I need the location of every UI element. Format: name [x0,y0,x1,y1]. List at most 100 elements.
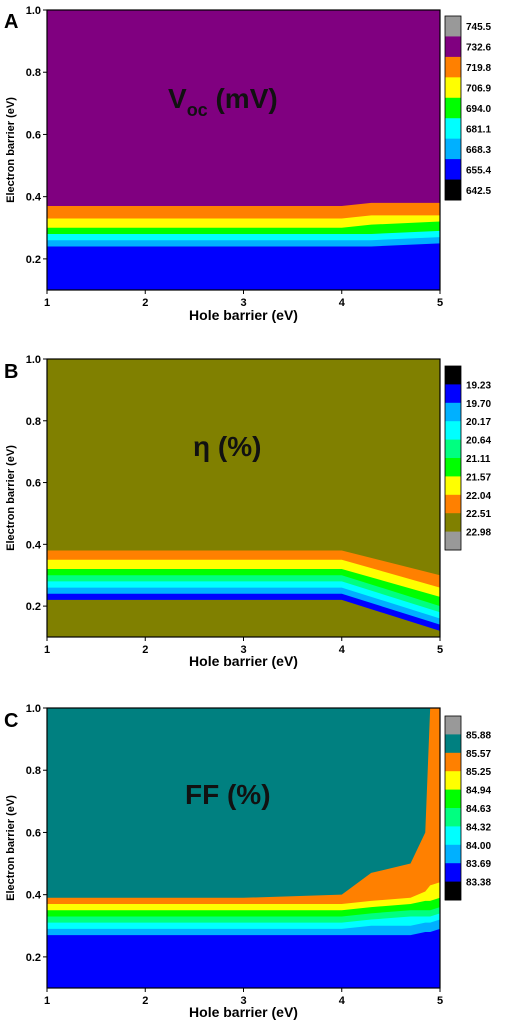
x-tick-label: 4 [339,995,346,1007]
legend-swatch [445,844,461,864]
legend-label: 22.04 [466,491,491,502]
contour-band-fill-6 [47,249,440,290]
panel-c: C 1 2 3 4 5 0.2 0.4 0.6 0.8 1.0 Hole barrier (eV) El… [4,703,491,1020]
legend-label: 84.63 [466,804,491,815]
y-tick-label: 0.2 [26,601,41,613]
legend-swatch [445,36,461,58]
legend-label: 84.00 [466,841,491,852]
legend-label: 21.11 [466,454,491,465]
plot-label-main: V [168,83,187,114]
legend-swatch [445,476,461,496]
legend-label: 85.88 [466,730,491,741]
x-tick-label: 2 [142,995,148,1007]
legend-label: 22.51 [466,509,491,520]
plot-label-main: FF (%) [185,779,271,810]
y-tick-label: 0.8 [26,416,41,428]
legend-swatch [445,439,461,459]
legend-swatch [445,16,461,37]
legend-swatch [445,159,461,181]
x-tick-label: 3 [240,297,246,309]
legend-swatch [445,771,461,791]
plot-label: FF (%) [185,779,271,810]
x-tick-label: 3 [240,995,246,1007]
x-axis-title: Hole barrier (eV) [189,1004,298,1020]
legend-label: 745.5 [466,22,491,33]
x-tick-label: 1 [44,644,50,656]
y-tick-label: 1.0 [26,703,41,715]
legend-swatch [445,384,461,404]
contour-band-fill-7 [47,599,440,637]
legend-label: 681.1 [466,124,491,135]
y-axis-title: Electron barrier (eV) [5,795,17,901]
y-axis-title: Electron barrier (eV) [5,445,17,551]
legend-label: 83.69 [466,859,491,870]
legend-label: 20.64 [466,436,491,447]
legend-swatch [445,118,461,140]
legend-swatch [445,863,461,883]
legend-label: 694.0 [466,104,491,115]
legend-frame [444,715,462,901]
plot-label-unit: (mV) [208,83,278,114]
legend-swatch [445,458,461,477]
plot-label: Voc (mV) [168,83,278,120]
x-tick-label: 1 [44,995,50,1007]
legend-swatch [445,402,461,422]
panel-letter: C [4,710,18,732]
panel-letter: A [4,11,18,33]
legend-label: 21.57 [466,472,491,483]
legend-frame [444,15,462,201]
panel-a: A 1 2 3 4 5 0.2 0.4 0.6 0.8 1.0 Hole barrier (eV) El… [4,5,491,323]
panel-b: B 1 2 3 4 5 0.2 0.4 0.6 0.8 1.0 Hole barrier (eV) El… [4,354,491,669]
x-axis-title: Hole barrier (eV) [189,307,298,323]
legend-swatch [445,752,461,772]
x-tick-label: 2 [142,644,148,656]
x-tick-label: 4 [339,297,346,309]
y-tick-label: 0.8 [26,67,41,79]
legend-swatch [445,97,461,119]
x-axis-title: Hole barrier (eV) [189,653,298,669]
legend-swatch [445,138,461,160]
x-tick-label: 1 [44,297,50,309]
legend-swatch [445,421,461,441]
x-tick-label: 4 [339,644,346,656]
legend-swatch [445,179,461,201]
legend-swatch [445,56,461,78]
y-tick-label: 0.6 [26,129,41,141]
legend-swatch [445,531,461,551]
legend-label: 83.38 [466,878,491,889]
y-tick-label: 1.0 [26,5,41,17]
legend-label: 20.17 [466,417,491,428]
y-tick-label: 0.4 [26,890,42,902]
plot-label-main: η (%) [193,431,261,462]
legend-label: 706.9 [466,84,491,95]
plot-label-sub: oc [187,100,208,120]
legend-label: 655.4 [466,165,491,176]
legend-label: 19.23 [466,380,491,391]
y-tick-label: 0.6 [26,827,41,839]
legend-swatch [445,808,461,827]
legend-frame [444,365,462,551]
x-tick-label: 2 [142,297,148,309]
y-tick-label: 0.2 [26,952,41,964]
legend-swatch [445,513,461,533]
x-tick-label: 5 [437,297,443,309]
plot-label: η (%) [193,431,261,462]
x-tick-label: 3 [240,644,246,656]
panel-letter: B [4,361,18,383]
legend-swatch [445,881,461,901]
y-tick-label: 0.4 [26,192,42,204]
legend-label: 85.57 [466,749,491,760]
legend-label: 22.98 [466,528,491,539]
legend-swatch [445,789,461,809]
legend-label: 642.5 [466,186,491,197]
y-axis-title: Electron barrier (eV) [5,97,17,203]
legend-label: 85.25 [466,767,491,778]
legend-label: 719.8 [466,63,491,74]
y-tick-label: 0.2 [26,254,41,266]
y-tick-label: 0.4 [26,539,42,551]
x-tick-label: 5 [437,644,443,656]
y-tick-label: 1.0 [26,354,41,366]
legend-swatch [445,366,461,385]
legend-swatch [445,826,461,846]
